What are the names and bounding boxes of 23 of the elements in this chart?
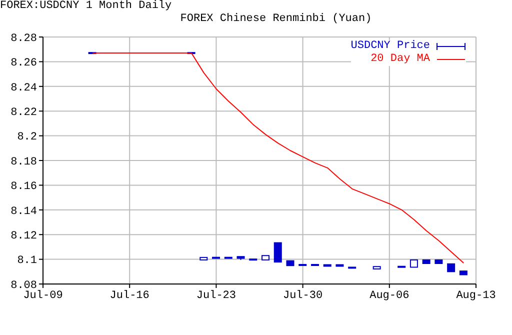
chart-title: FOREX:USDCNY 1 Month Daily bbox=[0, 0, 172, 12]
legend-label: USDCNY Price bbox=[350, 40, 430, 53]
candlestick bbox=[274, 242, 282, 263]
y-tick-label: 8.28 bbox=[10, 32, 37, 45]
chart-subtitle: FOREX Chinese Renminbi (Yuan) bbox=[179, 13, 373, 25]
y-tick-label: 8.16 bbox=[10, 181, 37, 194]
x-tick-label: Jul-09 bbox=[23, 290, 63, 302]
x-tick-label: Aug-13 bbox=[456, 290, 496, 302]
x-tick-label: Jul-30 bbox=[282, 290, 323, 302]
y-tick-label: 8.1 bbox=[17, 255, 38, 268]
y-tick-label: 8.14 bbox=[10, 206, 38, 218]
y-tick-label: 8.12 bbox=[10, 230, 37, 243]
x-tick-label: Aug-06 bbox=[370, 290, 410, 302]
y-tick-label: 8.24 bbox=[10, 82, 38, 94]
y-tick-label: 8.26 bbox=[10, 58, 37, 70]
y-tick-label: 8.08 bbox=[10, 280, 37, 292]
x-tick-label: Jul-16 bbox=[110, 290, 150, 302]
x-tick-label: Jul-23 bbox=[196, 290, 236, 302]
legend-label: 20 Day MA bbox=[370, 53, 430, 66]
line-series bbox=[92, 52, 464, 264]
y-tick-label: 8.18 bbox=[10, 156, 37, 168]
y-tick-label: 8.2 bbox=[17, 132, 37, 144]
y-tick-label: 8.22 bbox=[10, 107, 37, 120]
